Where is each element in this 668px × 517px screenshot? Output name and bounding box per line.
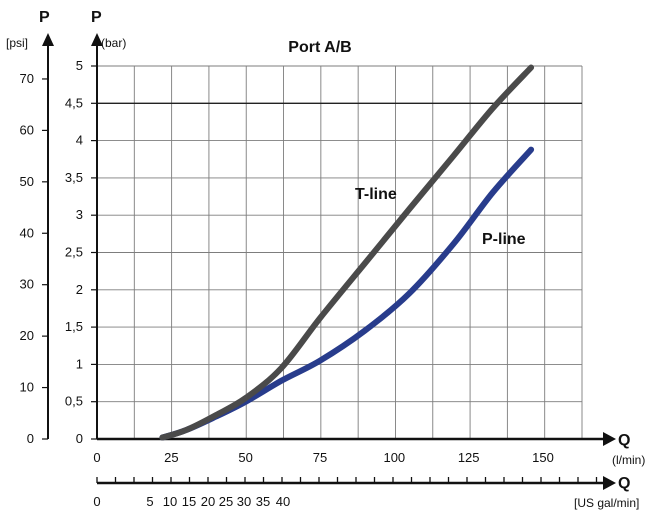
bar-tick-label: 5 (76, 58, 83, 73)
flow-tick-label: 100 (383, 450, 405, 465)
psi-axis-symbol: P (39, 9, 50, 26)
bar-axis-unit: (bar) (101, 36, 126, 50)
psi-tick-label: 20 (20, 328, 34, 343)
series-p-line (159, 146, 535, 441)
bar-tick-label: 4,5 (65, 95, 83, 110)
gal-tick-label: 35 (256, 494, 270, 509)
gal-axis-arrowhead (603, 476, 616, 490)
gal-tick-label: 5 (146, 494, 153, 509)
gal-tick-label: 0 (93, 494, 100, 509)
psi-axis-unit: [psi] (6, 36, 28, 50)
psi-tick-label: 60 (20, 122, 34, 137)
axes (42, 33, 616, 490)
bar-tick-label: 0 (76, 431, 83, 446)
psi-tick-label: 50 (20, 174, 34, 189)
bar-tick-label: 1,5 (65, 319, 83, 334)
flow-tick-label: 0 (93, 450, 100, 465)
grid (97, 65, 583, 439)
bar-tick-label: 3 (76, 207, 83, 222)
bar-axis-arrowhead (91, 33, 103, 46)
flow-tick-label: 50 (238, 450, 252, 465)
flow-tick-label: 75 (313, 450, 327, 465)
bar-tick-label: 2,5 (65, 245, 83, 260)
bar-axis-symbol: P (91, 9, 102, 26)
gal-tick-label: 30 (237, 494, 251, 509)
bar-tick-label: 2 (76, 282, 83, 297)
series-t-line (159, 64, 535, 441)
gal-tick-label: 40 (276, 494, 290, 509)
gal-axis-symbol: Q (618, 475, 630, 492)
gal-axis-unit: [US gal/min] (574, 496, 639, 510)
flow-tick-label: 150 (532, 450, 554, 465)
bar-tick-label: 1 (76, 356, 83, 371)
series (159, 64, 535, 441)
flow-tick-label: 125 (458, 450, 480, 465)
series-label-t-line: T-line (355, 186, 397, 203)
gal-tick-label: 10 (163, 494, 177, 509)
bar-tick-label: 0,5 (65, 394, 83, 409)
chart-title: Port A/B (288, 39, 351, 56)
psi-tick-label: 10 (20, 380, 34, 395)
gal-tick-label: 15 (182, 494, 196, 509)
psi-tick-label: 40 (20, 225, 34, 240)
flow-tick-label: 25 (164, 450, 178, 465)
bar-tick-label: 3,5 (65, 170, 83, 185)
psi-tick-label: 70 (20, 71, 34, 86)
gal-tick-label: 20 (201, 494, 215, 509)
psi-tick-label: 30 (20, 277, 34, 292)
flow-axis-arrowhead (603, 432, 616, 446)
series-label-p-line: P-line (482, 231, 526, 248)
psi-tick-label: 0 (27, 431, 34, 446)
flow-axis-unit: (l/min) (612, 453, 645, 467)
flow-axis-symbol: Q (618, 432, 630, 449)
psi-axis-arrowhead (42, 33, 54, 46)
gal-tick-label: 25 (219, 494, 233, 509)
bar-tick-label: 4 (76, 133, 83, 148)
